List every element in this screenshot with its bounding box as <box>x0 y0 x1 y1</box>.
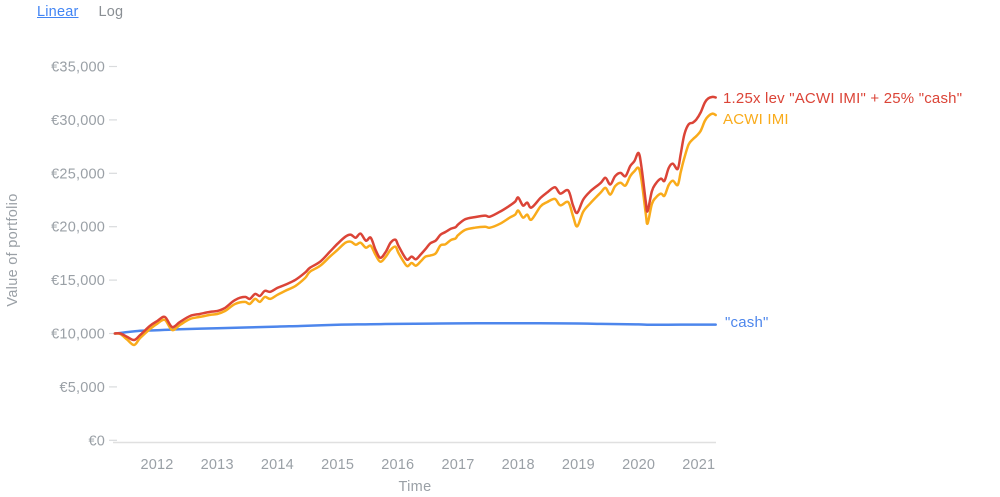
x-tick-label: 2017 <box>441 457 474 473</box>
y-tick-label: €5,000 <box>59 380 105 396</box>
scale-log-link[interactable]: Log <box>98 4 124 20</box>
y-axis: €0 €5,000 €10,000 €15,000 €20,000 €25,000 €30,… <box>51 60 117 449</box>
y-tick-label: €30,000 <box>51 113 105 129</box>
y-tick-label: €0 <box>88 433 105 449</box>
x-tick-label: 2021 <box>682 457 715 473</box>
y-tick-label: €35,000 <box>51 60 105 76</box>
x-tick-label: 2016 <box>381 457 414 473</box>
scale-toggle: Linear Log <box>37 4 123 20</box>
series-end-labels: 1.25x lev "ACWI IMI" + 25% "cash" ACWI I… <box>723 90 962 331</box>
x-axis-title: Time <box>399 479 432 495</box>
x-axis: 2012 2013 2014 2015 2016 2017 2018 2019 2020 2021 <box>140 457 715 473</box>
series-label-acwi: ACWI IMI <box>723 111 789 128</box>
y-axis-title: Value of portfolio <box>5 193 21 306</box>
x-tick-label: 2013 <box>201 457 234 473</box>
series-line-acwi[interactable] <box>113 112 717 347</box>
y-tick-label: €20,000 <box>51 220 105 236</box>
x-tick-label: 2014 <box>261 457 294 473</box>
y-tick-label: €15,000 <box>51 273 105 289</box>
scale-linear-link[interactable]: Linear <box>37 4 79 20</box>
x-tick-label: 2019 <box>562 457 595 473</box>
series-lines <box>113 95 717 347</box>
series-label-cash: "cash" <box>725 314 769 331</box>
x-tick-label: 2018 <box>502 457 535 473</box>
series-line-cash[interactable] <box>113 321 717 335</box>
y-tick-label: €25,000 <box>51 166 105 182</box>
series-label-lev: 1.25x lev "ACWI IMI" + 25% "cash" <box>723 90 962 107</box>
x-tick-label: 2015 <box>321 457 354 473</box>
y-tick-label: €10,000 <box>51 327 105 343</box>
x-tick-label: 2012 <box>140 457 173 473</box>
series-line-lev[interactable] <box>113 95 717 342</box>
x-tick-label: 2020 <box>622 457 655 473</box>
